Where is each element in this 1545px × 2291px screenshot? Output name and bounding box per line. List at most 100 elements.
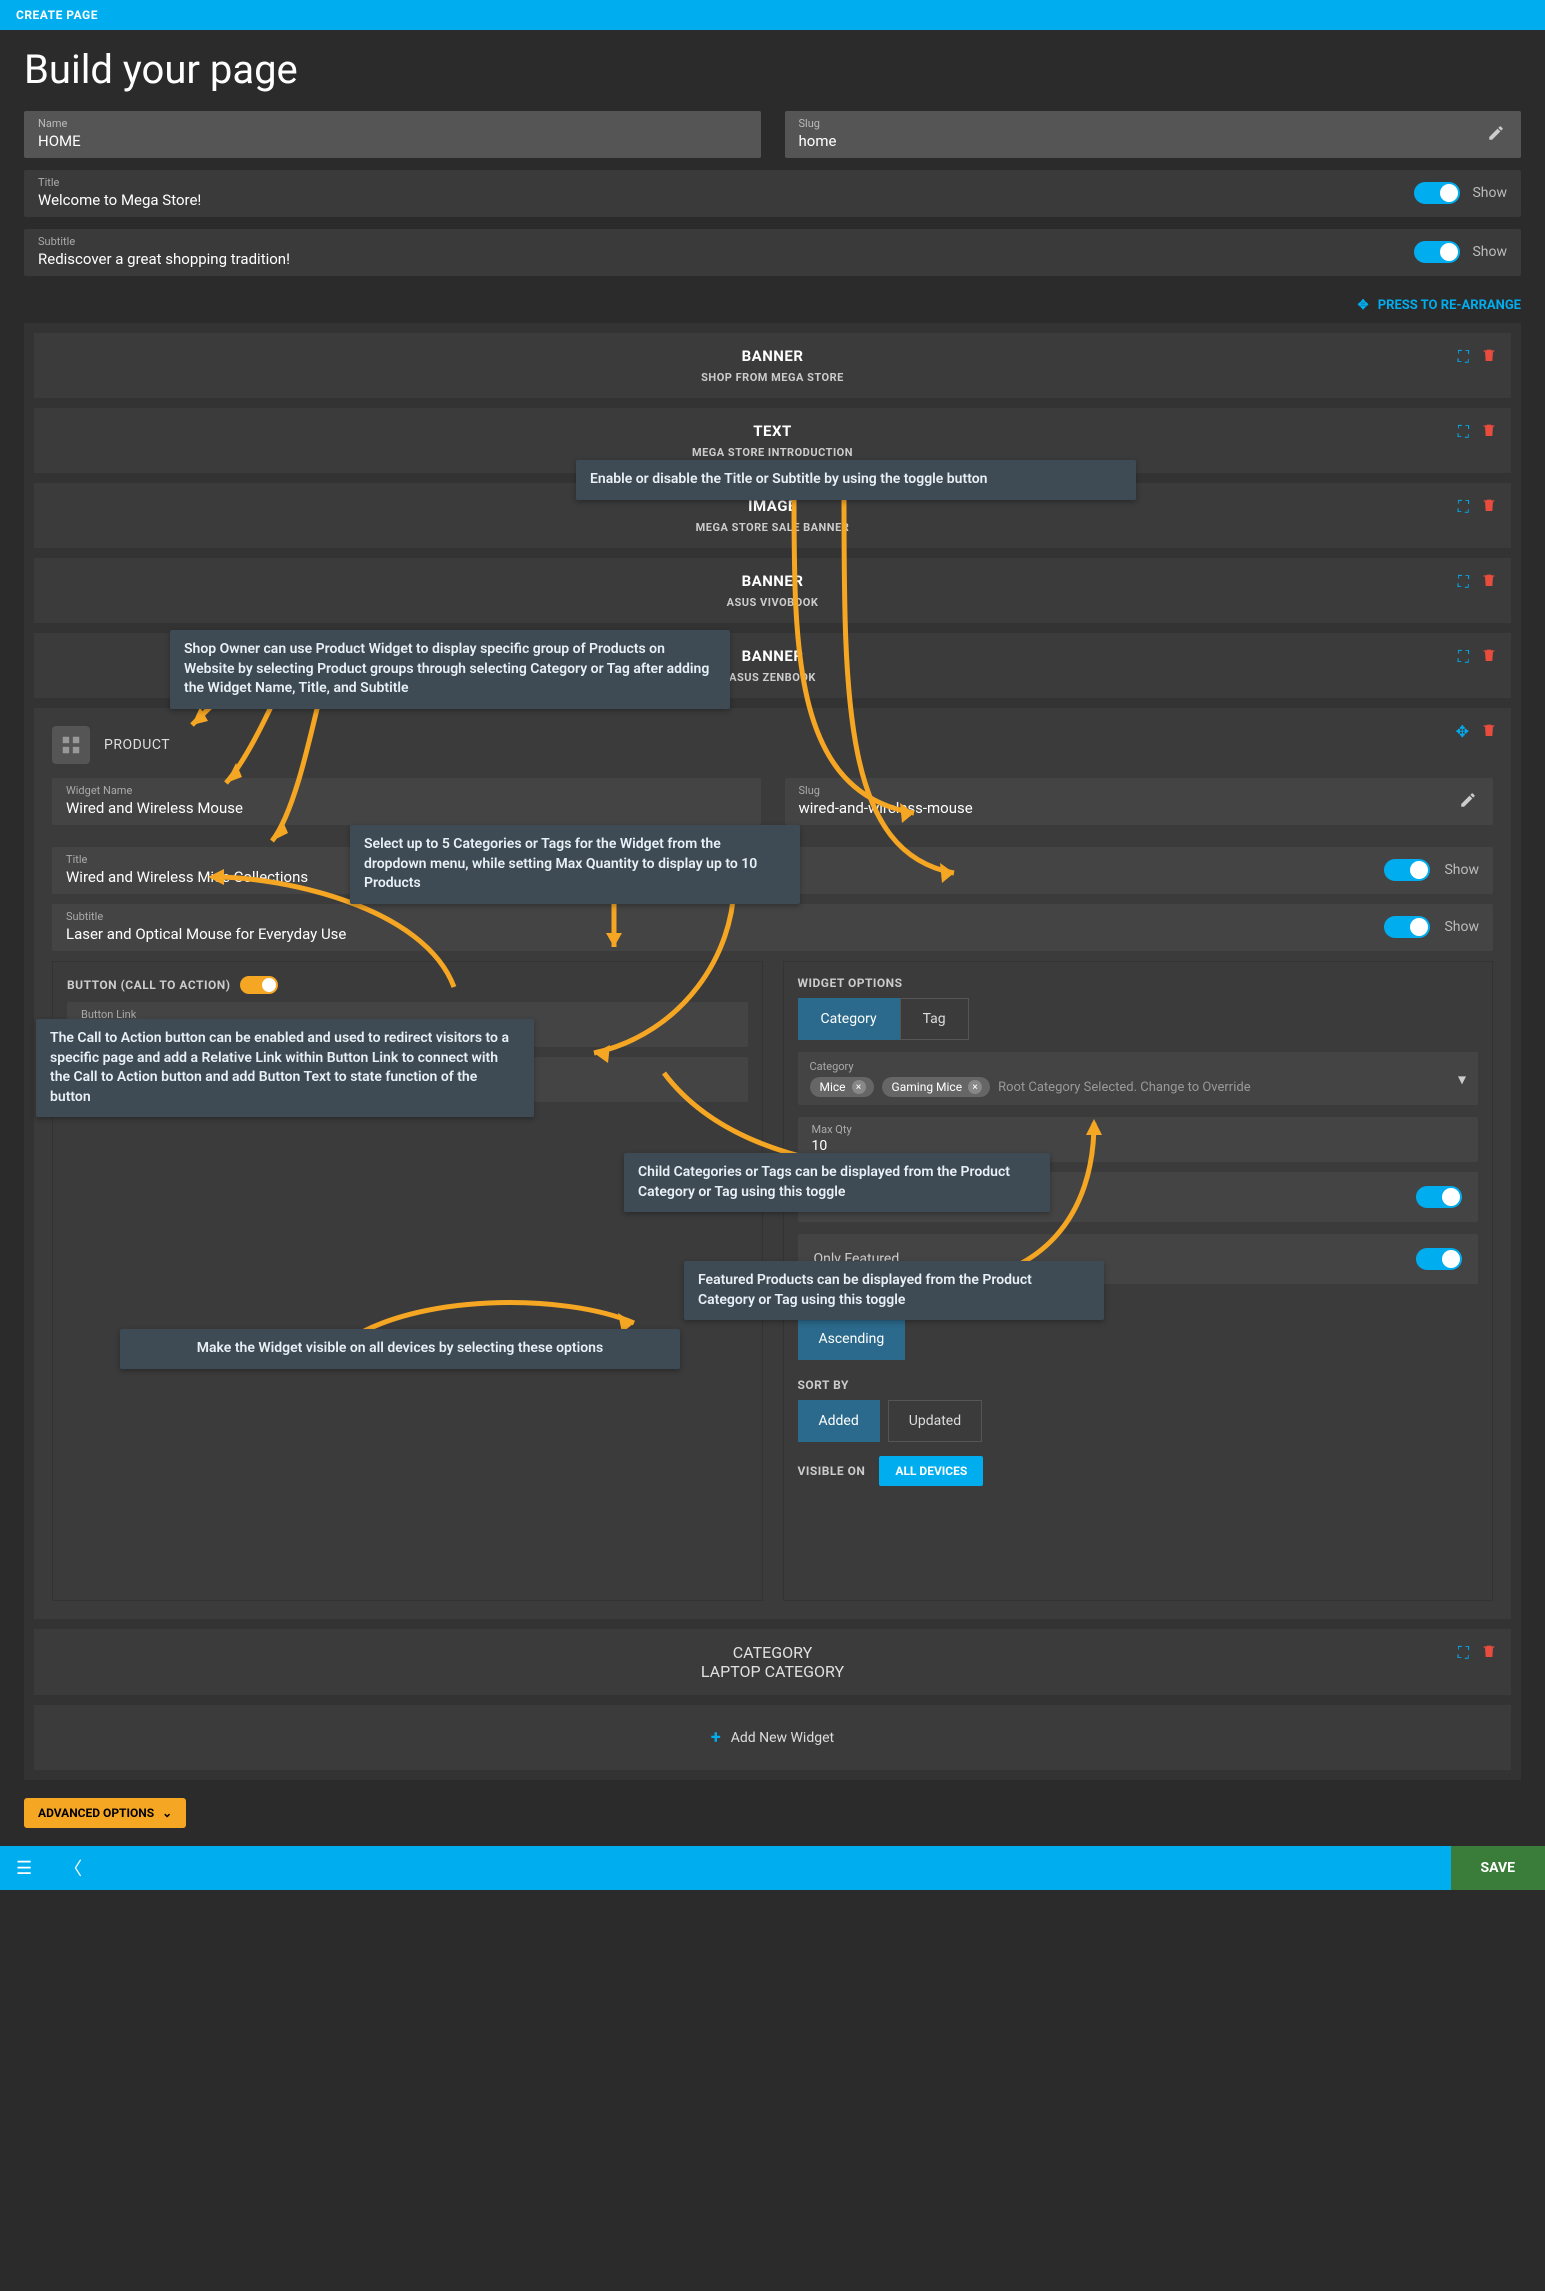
widget-subtitle: MEGA STORE INTRODUCTION [50,446,1495,459]
menu-icon[interactable]: ☰ [0,1858,48,1879]
widget-name-value: Wired and Wireless Mouse [66,799,747,817]
widget-options-label: WIDGET OPTIONS [798,976,1479,990]
add-widget-button[interactable]: + Add New Widget [34,1705,1511,1770]
edit-icon[interactable] [1459,791,1477,813]
callout-featured: Featured Products can be displayed from … [684,1261,1104,1320]
cta-section-label: BUTTON (CALL TO ACTION) [67,978,230,992]
widget-subtitle-show: Show [1444,919,1479,935]
add-widget-label: Add New Widget [731,1730,834,1746]
subtitle-value[interactable]: Rediscover a great shopping tradition! [38,250,1414,268]
back-icon[interactable]: 〈 [48,1855,98,1881]
rearrange-button[interactable]: ✥ PRESS TO RE-ARRANGE [1358,298,1521,313]
cta-toggle[interactable] [240,976,278,994]
slug-value: home [799,132,1508,150]
move-icon: ✥ [1358,298,1369,313]
widget-subtitle: MEGA STORE SALE BANNER [50,521,1495,534]
widget-bar-category[interactable]: ⛶ CATEGORY LAPTOP CATEGORY [34,1629,1511,1695]
widget-subtitle-label: Subtitle [66,910,1370,923]
tab-category[interactable]: Category [798,998,900,1040]
trash-icon[interactable] [1481,722,1497,742]
trash-icon[interactable] [1481,1643,1497,1663]
widget-subtitle-row: Subtitle Laser and Optical Mouse for Eve… [52,904,1493,951]
advanced-options-button[interactable]: ADVANCED OPTIONS ⌄ [24,1798,186,1828]
sort-added-button[interactable]: Added [798,1400,880,1442]
trash-icon[interactable] [1481,647,1497,667]
all-devices-button[interactable]: ALL DEVICES [879,1456,983,1486]
widget-slug-value: wired-and-wireless-mouse [799,799,1480,817]
chip-remove-icon[interactable]: × [968,1080,982,1094]
widget-title: BANNER [50,572,1495,590]
title-value[interactable]: Welcome to Mega Store! [38,191,1414,209]
callout-cat-limit: Select up to 5 Categories or Tags for th… [350,825,800,904]
only-featured-toggle[interactable] [1416,1248,1462,1270]
callout-product-desc: Shop Owner can use Product Widget to dis… [170,630,730,709]
save-button[interactable]: SAVE [1451,1846,1545,1890]
title-row: Title Welcome to Mega Store! Show [24,170,1521,217]
chip: Gaming Mice× [882,1077,991,1097]
product-icon [52,726,90,764]
visible-on-label: VISIBLE ON [798,1464,866,1478]
widgets-area: ⛶BANNERSHOP FROM MEGA STORE⛶TEXTMEGA STO… [24,323,1521,1780]
widget-slug-label: Slug [799,784,1480,797]
rearrange-label: PRESS TO RE-ARRANGE [1378,298,1521,313]
subtitle-label: Subtitle [38,235,1414,248]
trash-icon[interactable] [1481,572,1497,592]
subtitle-show-label: Show [1472,244,1507,260]
page-title: Build your page [24,46,1521,93]
include-child-toggle[interactable] [1416,1186,1462,1208]
title-show-toggle[interactable] [1414,182,1460,204]
widget-slug-field[interactable]: Slug wired-and-wireless-mouse [785,778,1494,825]
widget-title-show: Show [1444,862,1479,878]
title-label: Title [38,176,1414,189]
expand-icon[interactable]: ⛶ [1458,572,1469,592]
widget-title-toggle[interactable] [1384,859,1430,881]
name-label: Name [38,117,747,130]
widget-name-field[interactable]: Widget Name Wired and Wireless Mouse [52,778,761,825]
max-qty-label: Max Qty [812,1123,1465,1136]
callout-cta: The Call to Action button can be enabled… [36,1019,534,1117]
subtitle-show-toggle[interactable] [1414,241,1460,263]
widget-subtitle: LAPTOP CATEGORY [50,1662,1495,1681]
widget-bar[interactable]: ⛶BANNER SHOP FROM MEGA STORE [34,333,1511,398]
widget-subtitle-value[interactable]: Laser and Optical Mouse for Everyday Use [66,925,1370,943]
trash-icon[interactable] [1481,347,1497,367]
widget-title: CATEGORY [50,1643,1495,1662]
product-label: PRODUCT [104,737,170,753]
expand-icon[interactable]: ⛶ [1458,347,1469,367]
name-value: HOME [38,132,747,150]
slug-label: Slug [799,117,1508,130]
callout-visible: Make the Widget visible on all devices b… [120,1329,680,1369]
bottom-bar: ☰ 〈 SAVE [0,1846,1545,1890]
caret-down-icon[interactable]: ▾ [1458,1069,1466,1088]
widget-subtitle: SHOP FROM MEGA STORE [50,371,1495,384]
sort-updated-button[interactable]: Updated [888,1400,982,1442]
widget-title: IMAGE [50,497,1495,515]
advanced-options-label: ADVANCED OPTIONS [38,1806,154,1820]
category-select[interactable]: Category Mice× Gaming Mice× Root Categor… [798,1052,1479,1105]
expand-icon[interactable]: ⛶ [1458,422,1469,442]
widget-subtitle-toggle[interactable] [1384,916,1430,938]
chevron-down-icon: ⌄ [162,1806,172,1820]
title-show-label: Show [1472,185,1507,201]
tab-tag[interactable]: Tag [900,998,969,1040]
trash-icon[interactable] [1481,497,1497,517]
expand-icon[interactable]: ⛶ [1458,647,1469,667]
edit-icon[interactable] [1487,124,1505,146]
chip-remove-icon[interactable]: × [852,1080,866,1094]
expand-icon[interactable]: ⛶ [1458,497,1469,517]
expand-icon[interactable]: ⛶ [1458,1643,1469,1663]
max-qty-value: 10 [812,1138,1465,1154]
widget-bar[interactable]: ⛶BANNER ASUS VIVOBOOK [34,558,1511,623]
sort-ascending-button[interactable]: Ascending [798,1318,906,1360]
subtitle-row: Subtitle Rediscover a great shopping tra… [24,229,1521,276]
move-icon[interactable]: ✥ [1456,722,1469,742]
name-field[interactable]: Name HOME [24,111,761,158]
breadcrumb: CREATE PAGE [0,0,1545,30]
callout-toggle: Enable or disable the Title or Subtitle … [576,460,1136,500]
widget-subtitle: ASUS VIVOBOOK [50,596,1495,609]
widget-title: BANNER [50,347,1495,365]
chip: Mice× [810,1077,874,1097]
trash-icon[interactable] [1481,422,1497,442]
slug-field[interactable]: Slug home [785,111,1522,158]
sort-by-label: SORT BY [798,1378,1479,1392]
